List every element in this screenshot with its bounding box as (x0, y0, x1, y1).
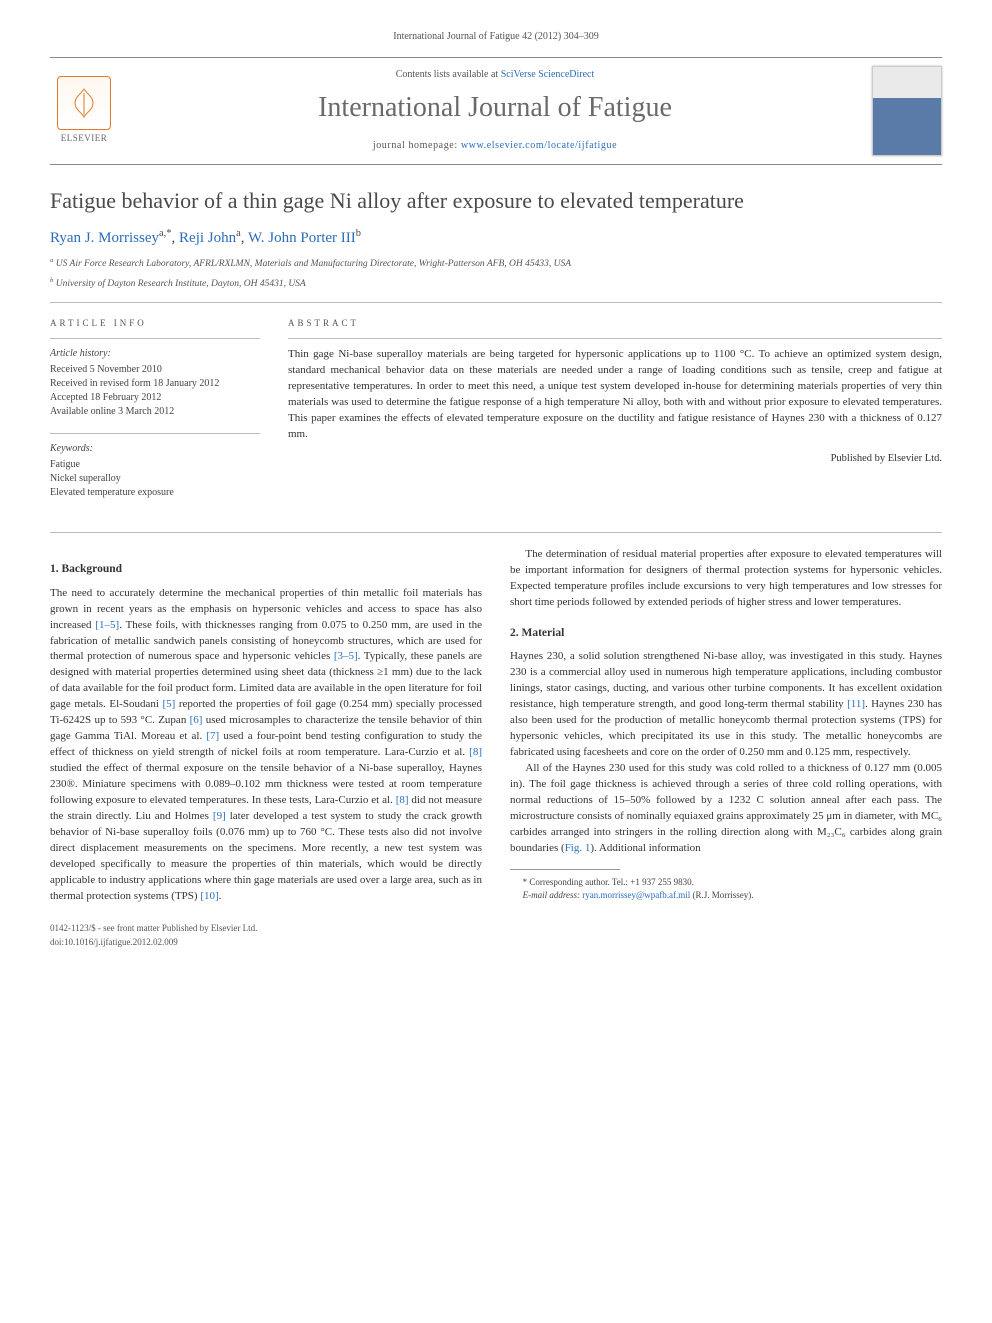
journal-header: ELSEVIER Contents lists available at Sci… (50, 57, 942, 165)
citation-link[interactable]: [9] (213, 810, 226, 822)
history-received: Received 5 November 2010 (50, 363, 260, 377)
citation-link[interactable]: [8] (396, 794, 409, 806)
body-text: The determination of residual material p… (510, 548, 942, 608)
figure-link[interactable]: Fig. 1 (565, 842, 591, 854)
journal-cover-thumbnail (872, 66, 942, 156)
divider (288, 338, 942, 339)
copyright-line: 0142-1123/$ - see front matter Published… (50, 922, 257, 935)
history-online: Available online 3 March 2012 (50, 405, 260, 419)
publisher-name: ELSEVIER (61, 132, 108, 145)
author-link[interactable]: Ryan J. Morrissey (50, 230, 159, 246)
article-body: 1. Background The need to accurately det… (50, 547, 942, 904)
section-heading: 1. Background (50, 561, 482, 578)
author-sup: a (236, 228, 241, 239)
body-text: All of the Haynes 230 used for this stud… (510, 762, 942, 854)
citation-link[interactable]: [5] (162, 698, 175, 710)
divider (50, 433, 260, 434)
abstract-text: Thin gage Ni-base superalloy materials a… (288, 347, 942, 443)
citation-link[interactable]: [11] (847, 698, 865, 710)
footnote-separator (510, 869, 620, 870)
email-label: E-mail address: (523, 890, 583, 900)
section-heading: 2. Material (510, 625, 942, 642)
author-sup: a,* (159, 228, 172, 239)
page-footer: 0142-1123/$ - see front matter Published… (50, 922, 942, 948)
journal-homepage: journal homepage: www.elsevier.com/locat… (132, 139, 858, 154)
email-footnote: E-mail address: ryan.morrissey@wpafb.af.… (510, 889, 942, 902)
journal-name: International Journal of Fatigue (132, 88, 858, 129)
citation-link[interactable]: [1–5] (95, 619, 119, 631)
article-history: Article history: Received 5 November 201… (50, 347, 260, 419)
email-tail: (R.J. Morrissey). (690, 890, 753, 900)
contents-prefix: Contents lists available at (396, 69, 501, 80)
citation-link[interactable]: [10] (200, 890, 218, 902)
body-text: . (219, 890, 222, 902)
article-title: Fatigue behavior of a thin gage Ni alloy… (50, 185, 942, 217)
homepage-link[interactable]: www.elsevier.com/locate/ijfatigue (461, 140, 617, 151)
citation-link[interactable]: [6] (190, 714, 203, 726)
author-list: Ryan J. Morrisseya,*, Reji Johna, W. Joh… (50, 226, 942, 250)
sciencedirect-link[interactable]: SciVerse ScienceDirect (501, 69, 595, 80)
history-heading: Article history: (50, 347, 260, 361)
author-link[interactable]: W. John Porter III (248, 230, 356, 246)
article-info-label: article info (50, 317, 260, 330)
divider (50, 302, 942, 303)
contents-line: Contents lists available at SciVerse Sci… (132, 68, 858, 83)
citation-link[interactable]: [7] (206, 730, 219, 742)
keywords-heading: Keywords: (50, 442, 260, 456)
keywords-block: Keywords: Fatigue Nickel superalloy Elev… (50, 442, 260, 500)
doi-line: doi:10.1016/j.ijfatigue.2012.02.009 (50, 936, 257, 949)
abstract-label: abstract (288, 317, 942, 330)
tree-icon (57, 76, 111, 130)
affiliation-b: b University of Dayton Research Institut… (50, 276, 942, 292)
affiliation-a: a US Air Force Research Laboratory, AFRL… (50, 256, 942, 272)
citation-link[interactable]: [8] (469, 746, 482, 758)
divider (50, 532, 942, 533)
running-citation: International Journal of Fatigue 42 (201… (50, 30, 942, 45)
keyword: Fatigue (50, 458, 260, 472)
elsevier-logo: ELSEVIER (50, 71, 118, 151)
homepage-prefix: journal homepage: (373, 140, 461, 151)
history-revised: Received in revised form 18 January 2012 (50, 377, 260, 391)
citation-link[interactable]: [3–5] (334, 650, 358, 662)
body-text: ). Additional information (590, 842, 700, 854)
history-accepted: Accepted 18 February 2012 (50, 391, 260, 405)
author-link[interactable]: Reji John (179, 230, 236, 246)
divider (50, 338, 260, 339)
email-link[interactable]: ryan.morrissey@wpafb.af.mil (582, 890, 690, 900)
keyword: Nickel superalloy (50, 472, 260, 486)
published-by: Published by Elsevier Ltd. (288, 451, 942, 466)
keyword: Elevated temperature exposure (50, 486, 260, 500)
corresponding-author-note: * Corresponding author. Tel.: +1 937 255… (510, 876, 942, 889)
author-sup: b (356, 228, 361, 239)
